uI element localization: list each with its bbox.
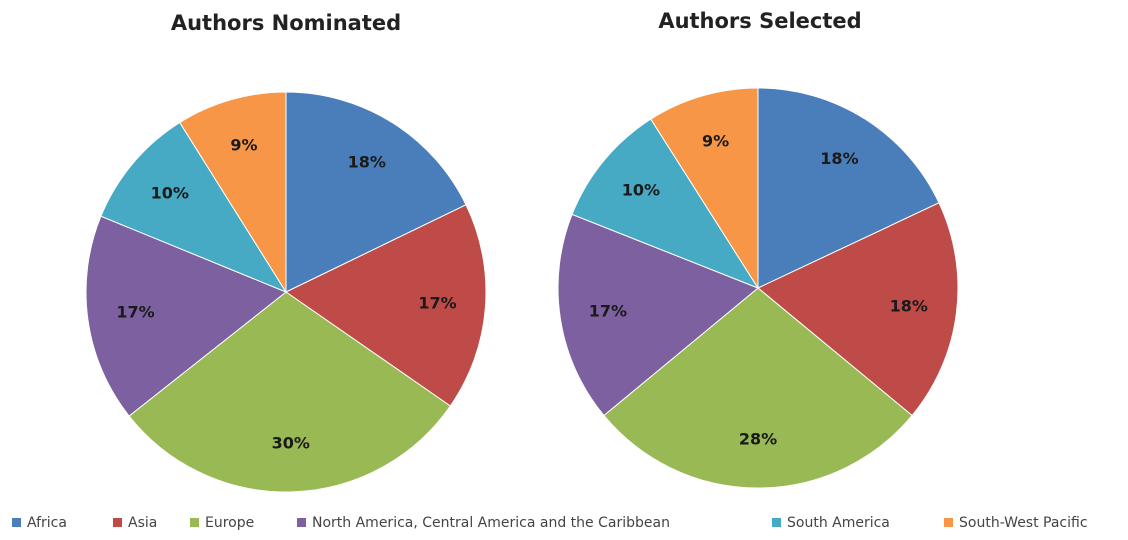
- data-label: 28%: [739, 430, 777, 449]
- data-label: 17%: [418, 293, 456, 312]
- legend-swatch: [772, 518, 781, 527]
- legend-label: Asia: [128, 515, 157, 531]
- data-label: 9%: [702, 132, 729, 151]
- data-label: 10%: [622, 181, 660, 200]
- pie-slice: [757, 202, 959, 417]
- chart-title: Authors Selected: [658, 9, 861, 33]
- pie-slice: [650, 87, 759, 290]
- data-label: 18%: [890, 297, 928, 316]
- pie-slice: [557, 213, 759, 417]
- pie-slice: [571, 118, 760, 290]
- legend-swatch: [113, 518, 122, 527]
- legend-swatch: [190, 518, 199, 527]
- legend-label: Europe: [205, 515, 254, 531]
- pie-slice: [285, 91, 467, 293]
- pie-slice: [85, 215, 287, 417]
- data-label: 30%: [272, 433, 310, 452]
- legend-swatch: [297, 518, 306, 527]
- data-label: 18%: [820, 149, 858, 168]
- data-label: 17%: [589, 301, 627, 320]
- legend-label: South America: [787, 515, 890, 531]
- pie-slice: [128, 291, 452, 493]
- data-label: 18%: [348, 153, 386, 172]
- data-label: 9%: [230, 135, 257, 154]
- pie-slice: [757, 87, 940, 289]
- data-label: 10%: [151, 184, 189, 203]
- pie-slice: [285, 204, 487, 407]
- pie-slice: [179, 91, 287, 294]
- pie-slice: [603, 287, 913, 489]
- pie-slice: [100, 121, 288, 294]
- chart-title: Authors Nominated: [171, 11, 401, 35]
- data-label: 17%: [116, 303, 154, 322]
- legend-swatch: [12, 518, 21, 527]
- legend-label: Africa: [27, 515, 67, 531]
- legend-swatch: [944, 518, 953, 527]
- legend-label: South-West Pacific: [959, 515, 1088, 531]
- legend-label: North America, Central America and the C…: [312, 515, 670, 531]
